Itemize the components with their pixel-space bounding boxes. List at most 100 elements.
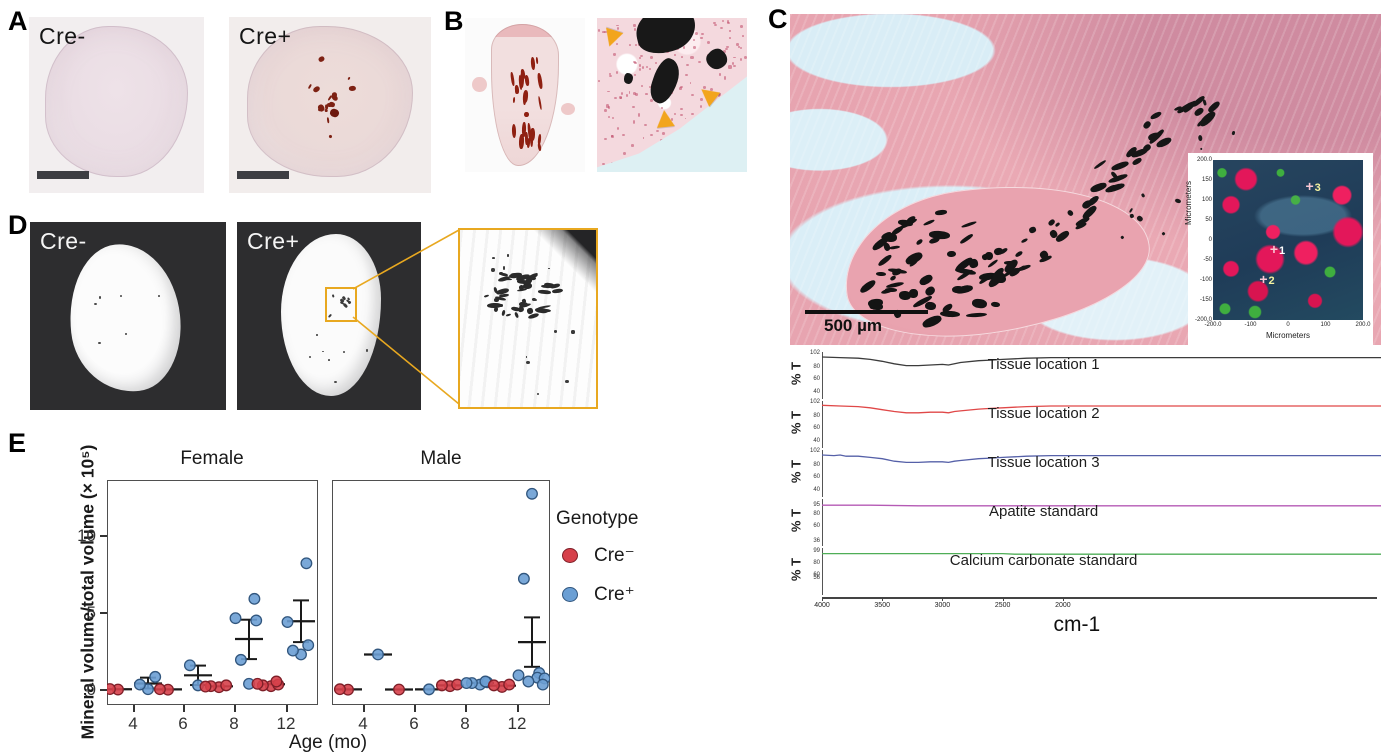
speck: [609, 32, 612, 36]
speck: [625, 93, 629, 97]
inset-y-tick: 0: [1208, 237, 1212, 243]
speck: [634, 28, 637, 31]
facet-title-male: Male: [420, 448, 462, 469]
data-point: [435, 679, 448, 692]
speck: [645, 93, 648, 95]
speck: [728, 37, 731, 40]
speck: [662, 132, 665, 135]
speck: [646, 65, 649, 68]
inset-x-tick: 100: [1320, 322, 1331, 328]
mineral-deposit: [624, 73, 633, 85]
speck: [740, 25, 744, 29]
data-point: [149, 670, 162, 683]
inset-y-tick: 200.0: [1196, 157, 1212, 163]
inset-y-tick: 50: [1205, 217, 1212, 223]
speck: [724, 47, 728, 51]
speck: [622, 151, 626, 155]
speck: [604, 31, 608, 34]
spectrum-y-tick: 80: [813, 363, 820, 370]
speck: [124, 333, 127, 335]
speck: [661, 107, 663, 109]
cre-negative-swatch: [562, 548, 578, 563]
speck: [727, 21, 730, 25]
speck: [698, 60, 702, 64]
speck: [648, 67, 651, 70]
papillary-muscle-histology-image: [465, 18, 585, 172]
inset-x-tick: -100: [1244, 322, 1257, 328]
spectra-x-axis: [822, 597, 1377, 599]
speck: [604, 109, 607, 113]
genotype-label: Cre-: [39, 23, 86, 49]
speck: [644, 123, 647, 126]
facet-panel-male: [332, 480, 550, 705]
speck: [741, 35, 744, 37]
data-point: [133, 678, 146, 691]
speck: [686, 63, 689, 66]
spectrum-y-tick: 80: [813, 510, 820, 517]
data-point: [107, 683, 116, 696]
spectrum-label: Tissue location 1: [987, 356, 1100, 373]
speck: [607, 115, 611, 118]
speck: [616, 27, 620, 30]
speck: [635, 43, 638, 46]
speck: [631, 105, 635, 109]
spectrum-label: Tissue location 3: [987, 454, 1100, 471]
speck: [725, 46, 730, 48]
speck: [620, 92, 623, 96]
speck: [622, 134, 626, 137]
legend-label: Cre⁺: [594, 584, 635, 605]
speck: [615, 24, 619, 27]
high-magnification-histology-image: [597, 18, 747, 172]
data-point: [220, 679, 233, 692]
inset-y-tick: 150: [1201, 177, 1212, 183]
scale-bar-label: 500 µm: [824, 316, 882, 335]
speck: [739, 46, 742, 50]
y-tick-label: 5: [86, 602, 96, 622]
spectrum-y-tick: 102: [809, 448, 820, 455]
x-tick-label: 6: [178, 714, 188, 733]
chart-legend: Genotype Cre⁻ Cre⁺: [556, 508, 638, 622]
data-point: [522, 675, 535, 688]
speck: [682, 46, 686, 49]
speck: [633, 74, 637, 77]
data-point: [487, 679, 500, 692]
speck: [615, 42, 619, 46]
data-point: [234, 653, 247, 666]
speck: [637, 113, 641, 117]
speck: [615, 71, 618, 74]
speck: [737, 46, 741, 49]
legend-title: Genotype: [556, 508, 639, 529]
panel-b-label: B: [444, 6, 464, 36]
speck: [642, 65, 645, 69]
inset-y-tick: 100: [1201, 197, 1212, 203]
cre-positive-swatch: [562, 587, 578, 602]
speck: [679, 85, 683, 89]
data-point: [333, 683, 346, 696]
speck: [699, 98, 703, 102]
speck: [684, 117, 687, 120]
speck: [119, 294, 123, 297]
scatter-facet-female: [107, 557, 315, 696]
spectra-x-tick: 3500: [874, 602, 890, 609]
speck: [334, 380, 337, 384]
spectrum-y-tick: 60: [813, 572, 820, 579]
spectrum-y-tick: 40: [813, 388, 820, 395]
speck: [98, 341, 101, 345]
speck: [701, 33, 704, 36]
genotype-label: Cre-: [40, 228, 87, 254]
spectrum-row: 102 80 60 40% T Tissue location 1: [789, 350, 1381, 401]
speck: [689, 81, 692, 85]
speck: [702, 86, 706, 89]
speck: [614, 97, 618, 100]
spectrum-row: 102 80 60 40% T Tissue location 3: [789, 448, 1381, 499]
spectrum-y-tick: 36: [813, 538, 820, 545]
data-point: [512, 669, 525, 682]
data-point: [286, 644, 299, 657]
spectrum-y-tick: 60: [813, 376, 820, 383]
legend-entry-cre-positive: Cre⁺: [562, 583, 638, 606]
ftir-map-inset: Micrometers +1 +2 +3 200.0 150 100 50 0 -50 -100…: [1184, 153, 1373, 345]
speck: [631, 144, 634, 147]
x-tick-label: 12: [276, 714, 296, 733]
tissue-fragment: [561, 102, 576, 115]
